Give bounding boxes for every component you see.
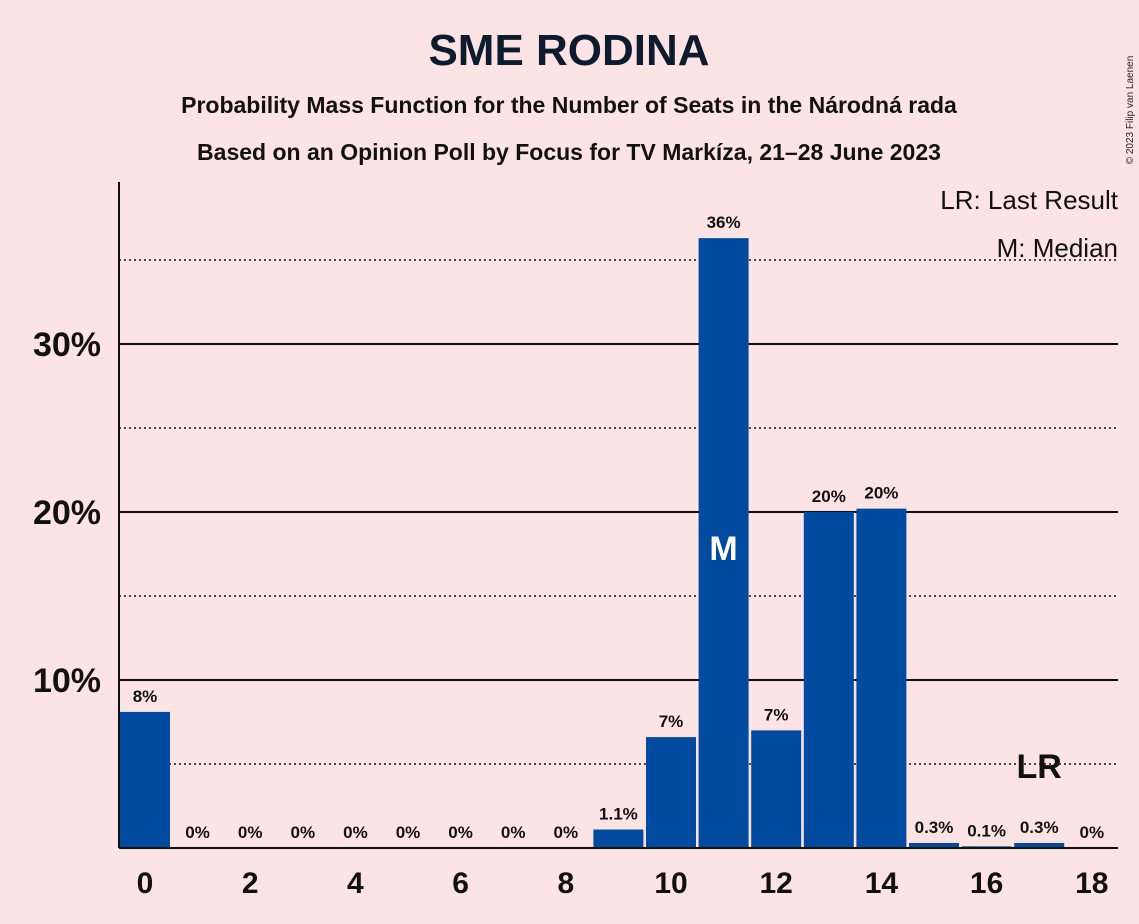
x-tick-label: 4 xyxy=(347,867,364,900)
data-label: 0% xyxy=(396,823,421,842)
chart-title: SME RODINA xyxy=(428,26,709,75)
bar xyxy=(120,711,170,848)
bar xyxy=(1014,842,1065,848)
x-tick-label: 12 xyxy=(760,867,793,900)
data-label: 0% xyxy=(1080,823,1105,842)
median-marker: M xyxy=(709,530,737,568)
bar xyxy=(698,238,749,848)
data-label: 0.3% xyxy=(915,818,954,837)
data-label: 7% xyxy=(659,712,684,731)
data-label: 0% xyxy=(185,823,210,842)
bar xyxy=(751,730,802,848)
data-labels: 8% 0% 0% 0% 0% 0% 0% 0% 0% 1.1% 7% 36% 7% 20% 20% 0.3% 0… xyxy=(133,213,1104,842)
x-tick-label: 14 xyxy=(865,867,899,900)
x-tick-label: 10 xyxy=(654,867,687,900)
x-tick-label: 16 xyxy=(970,867,1003,900)
y-axis-ticks: 10% 20% 30% xyxy=(33,326,101,700)
data-label: 8% xyxy=(133,687,158,706)
data-label: 20% xyxy=(812,487,846,506)
bar xyxy=(803,512,854,848)
x-tick-label: 6 xyxy=(452,867,469,900)
x-tick-label: 18 xyxy=(1075,867,1108,900)
data-label: 7% xyxy=(764,705,789,724)
x-axis-ticks: 0 2 4 6 8 10 12 14 16 18 xyxy=(137,867,1109,900)
data-label: 0% xyxy=(501,823,526,842)
x-tick-label: 2 xyxy=(242,867,259,900)
markers: M LR xyxy=(709,530,1061,786)
data-label: 1.1% xyxy=(599,805,638,824)
y-tick-label: 10% xyxy=(33,662,101,700)
x-tick-label: 0 xyxy=(137,867,154,900)
chart-subtitle-1: Probability Mass Function for the Number… xyxy=(181,92,957,118)
data-label: 0% xyxy=(448,823,473,842)
bars xyxy=(120,238,1065,848)
data-label: 0% xyxy=(343,823,368,842)
data-label: 0.1% xyxy=(967,821,1006,840)
legend-median: M: Median xyxy=(997,233,1118,263)
last-result-marker: LR xyxy=(1017,748,1062,786)
x-tick-label: 8 xyxy=(557,867,574,900)
data-label: 0.3% xyxy=(1020,818,1059,837)
data-label: 36% xyxy=(707,213,741,232)
data-label: 0% xyxy=(554,823,579,842)
y-tick-label: 30% xyxy=(33,326,101,364)
bar xyxy=(646,737,696,848)
bar xyxy=(856,508,907,848)
data-label: 20% xyxy=(864,484,898,503)
copyright-note: © 2023 Filip van Laenen xyxy=(1125,56,1136,165)
data-label: 0% xyxy=(291,823,316,842)
chart-subtitle-2: Based on an Opinion Poll by Focus for TV… xyxy=(197,139,941,165)
bar xyxy=(909,842,959,848)
data-label: 0% xyxy=(238,823,263,842)
gridlines xyxy=(119,259,1118,765)
legend-last-result: LR: Last Result xyxy=(940,185,1119,215)
bar xyxy=(593,829,644,848)
y-tick-label: 20% xyxy=(33,494,101,532)
